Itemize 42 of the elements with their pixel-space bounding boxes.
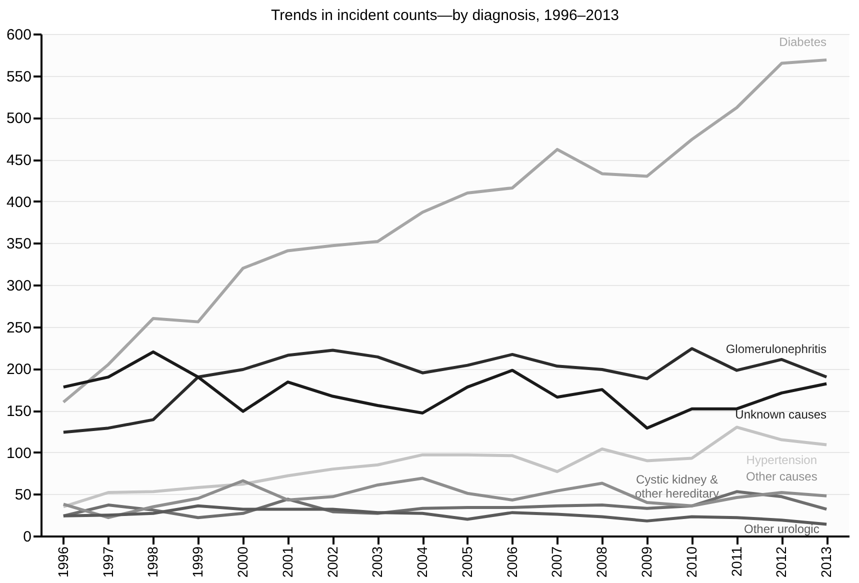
x-tick-label: 2005: [458, 546, 475, 578]
x-tick-label: 2011: [728, 546, 744, 577]
y-tick-label: 50: [14, 486, 32, 504]
x-tick-label: 2013: [818, 546, 834, 578]
x-tick-label: 2000: [234, 546, 250, 578]
y-tick-label: 400: [6, 194, 32, 211]
x-tick-label: 2009: [638, 546, 654, 578]
y-tick-label: 150: [6, 403, 32, 420]
x-tick-label: 2008: [594, 546, 610, 578]
chart-title: Trends in incident counts—by diagnosis, 1996–2013: [270, 7, 620, 24]
y-tick-label: 200: [6, 361, 32, 378]
y-tick-label: 100: [6, 444, 32, 462]
x-tick-label: 2007: [548, 546, 565, 578]
y-tick-label: 500: [6, 110, 32, 128]
series-label: Other urologic: [744, 522, 820, 536]
x-tick-label: 2006: [504, 546, 520, 578]
series-label: Other causes: [746, 469, 818, 484]
line-series: [62, 58, 828, 404]
y-tick-label: 450: [6, 152, 32, 169]
series-label: Glomerulonephritis: [726, 342, 827, 356]
x-tick-label: 2002: [324, 546, 340, 578]
y-tick-label: 600: [6, 26, 32, 44]
y-tick-label: 250: [6, 319, 32, 336]
series-label: Diabetes: [779, 34, 827, 49]
series-label: Hypertension: [746, 452, 818, 467]
x-tick-label: 2004: [414, 546, 430, 578]
line-series: [62, 504, 828, 526]
x-tick-label: 1999: [190, 546, 206, 578]
y-tick-label: 350: [6, 236, 32, 253]
line-series: [62, 426, 828, 508]
x-tick-label: 2010: [683, 546, 700, 578]
series-label: Cystic kidney & other hereditary: [634, 472, 720, 500]
x-tick-label: 2012: [773, 546, 790, 578]
y-tick-label: 300: [6, 278, 32, 294]
x-tick-label: 2003: [369, 546, 386, 578]
y-tick-label: 550: [6, 68, 32, 86]
x-tick-label: 1997: [100, 546, 116, 578]
y-tick-label: 0: [23, 528, 32, 546]
series-label: Unknown causes: [735, 408, 827, 422]
x-tick-label: 1996: [54, 546, 71, 578]
x-tick-label: 2001: [279, 546, 296, 578]
x-tick-label: 1998: [144, 546, 161, 578]
